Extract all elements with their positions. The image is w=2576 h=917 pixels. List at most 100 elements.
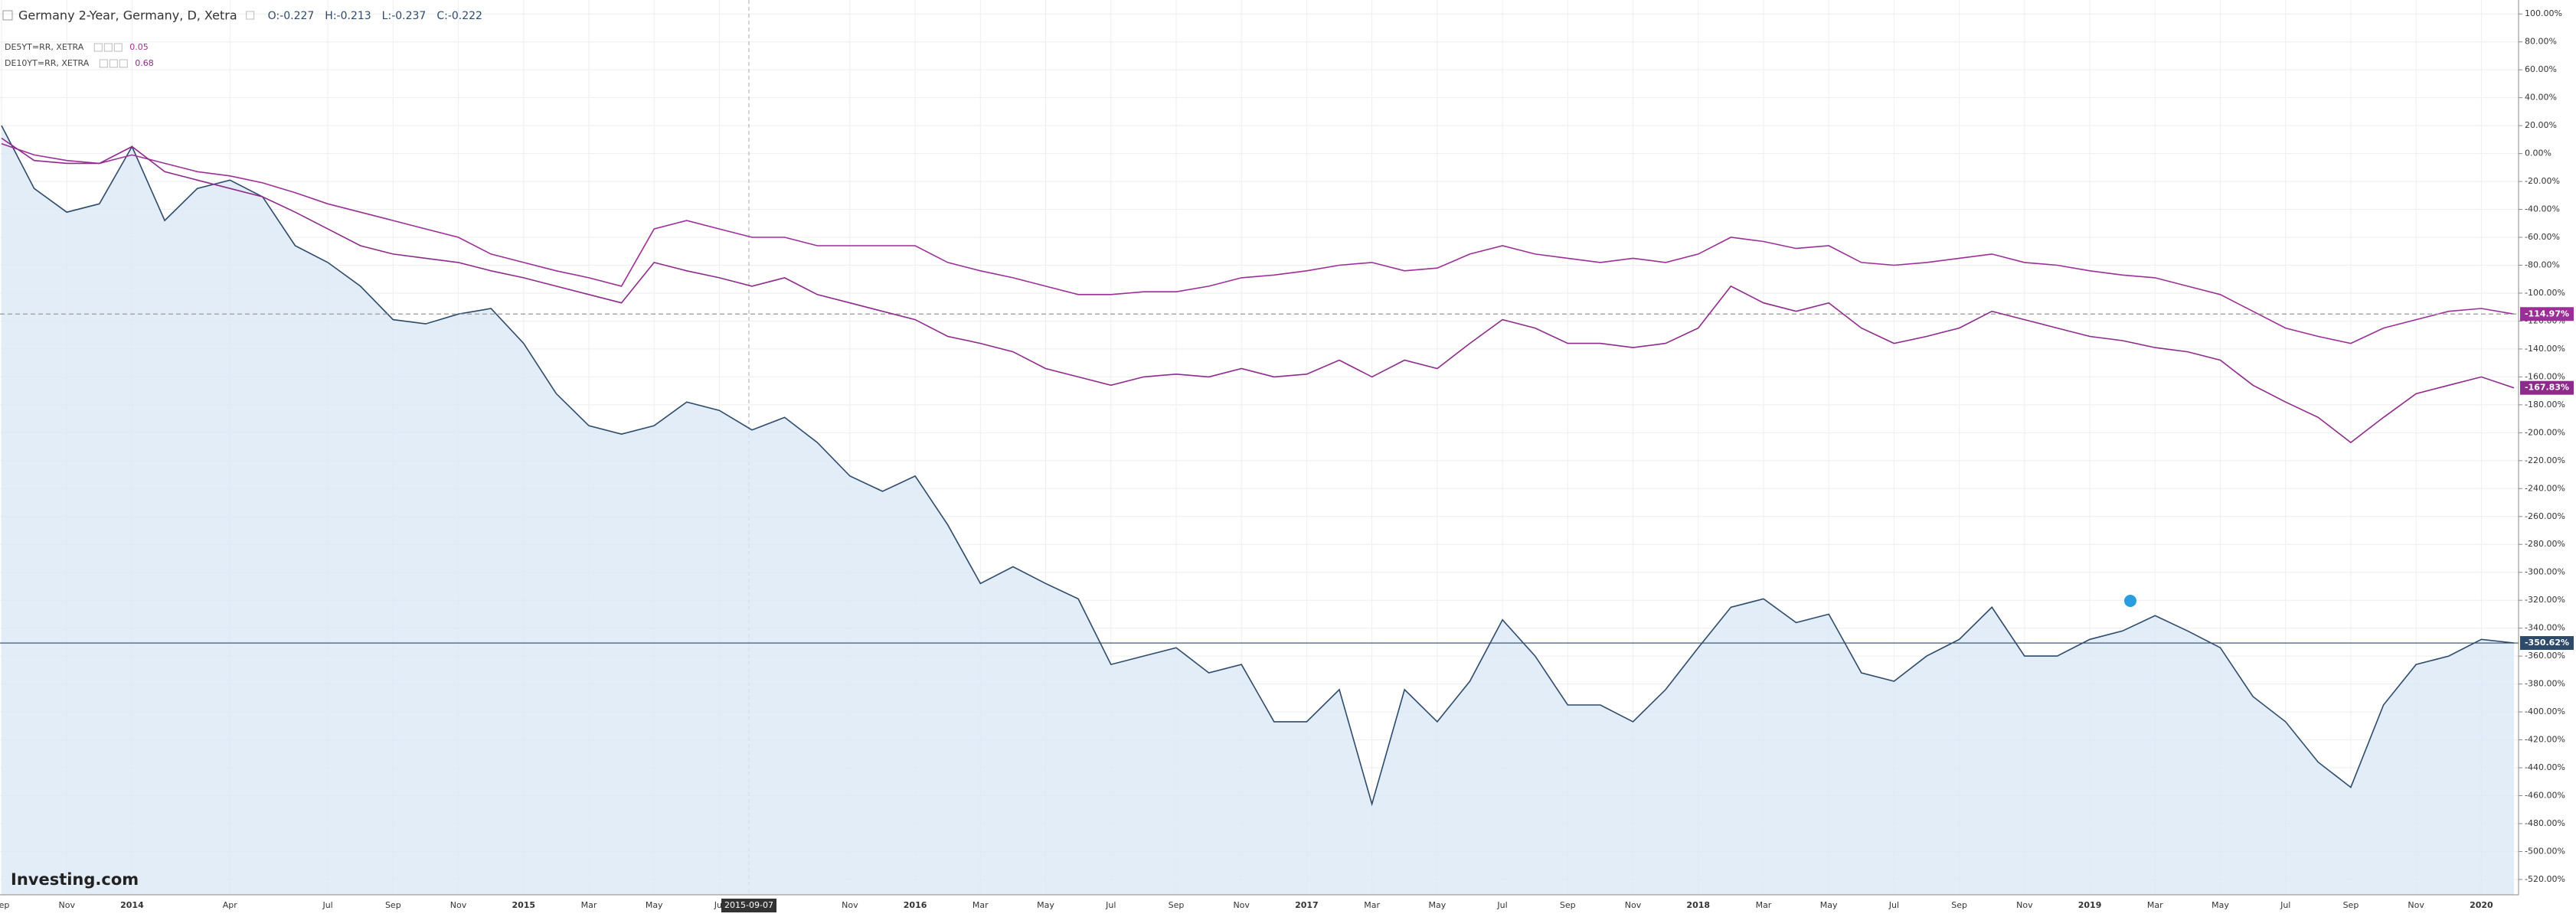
x-tick-label: Nov [2016, 900, 2033, 910]
series-line [1, 143, 2515, 344]
x-tick-label: May [646, 900, 663, 910]
legend-icon[interactable] [99, 59, 108, 68]
last-value-tag [2520, 380, 2574, 395]
x-tick-label: 2017 [1295, 900, 1319, 910]
y-tick-label: 60.00% [2525, 64, 2557, 74]
watermark: Investing.com [11, 870, 139, 889]
y-tick-label: -60.00% [2525, 232, 2560, 242]
x-tick-label: Jul [1496, 900, 1507, 910]
x-tick-label: Sep [1951, 900, 1967, 910]
x-tick-label: Jul [322, 900, 332, 910]
legend-name: DE10YT=RR, XETRA [5, 58, 90, 68]
x-tick-label: Mar [1364, 900, 1380, 910]
series-line [1, 125, 2515, 807]
y-tick-label: -300.00% [2525, 567, 2565, 577]
x-tick-label: 2016 [904, 900, 927, 910]
x-tick-label: Mar [973, 900, 989, 910]
x-tick-label: May [1037, 900, 1054, 910]
x-tick-label: Nov [58, 900, 75, 910]
x-tick-label: Nov [842, 900, 858, 910]
chart-title: Germany 2-Year, Germany, D, Xetra [18, 8, 237, 23]
y-tick-label: -220.00% [2525, 455, 2565, 465]
y-tick-label: 20.00% [2525, 120, 2557, 130]
x-tick-label: 2019 [2078, 900, 2102, 910]
x-tick-label: Apr [223, 900, 238, 910]
y-tick-label: -20.00% [2525, 176, 2560, 186]
y-tick-label: -200.00% [2525, 427, 2565, 437]
x-tick-label: Sep [1560, 900, 1576, 910]
x-tick-label: 2020 [2470, 900, 2493, 910]
legend-value: 0.05 [129, 42, 149, 52]
last-value-label: -167.83% [2525, 383, 2569, 393]
x-tick-label: Nov [1233, 900, 1250, 910]
y-tick-label: -500.00% [2525, 846, 2565, 856]
y-tick-label: -320.00% [2525, 595, 2565, 605]
event-marker[interactable] [2124, 595, 2136, 607]
y-tick-label: 40.00% [2525, 93, 2557, 103]
series-line [1, 137, 2515, 444]
y-tick-label: -280.00% [2525, 539, 2565, 549]
y-tick-label: 100.00% [2525, 8, 2562, 18]
x-tick-label: Jul [1105, 900, 1116, 910]
y-tick-label: -480.00% [2525, 818, 2565, 828]
y-tick-label: -160.00% [2525, 371, 2565, 381]
legend-value: 0.68 [135, 58, 154, 68]
x-tick-label: Sep [2343, 900, 2359, 910]
legend-icon[interactable] [109, 59, 118, 68]
legend-icon[interactable] [103, 43, 113, 52]
x-tick-label: Nov [1625, 900, 1642, 910]
y-tick-label: -520.00% [2525, 874, 2565, 884]
plot-area [0, 125, 2519, 896]
last-value-tag [2520, 636, 2574, 651]
ohlc-value: L:-0.237 [382, 10, 427, 22]
y-tick-label: -420.00% [2525, 735, 2565, 745]
last-value-label: -350.62% [2525, 638, 2569, 648]
ohlc-value: H:-0.213 [325, 10, 371, 22]
x-tick-label: Nov [450, 900, 467, 910]
ohlc-value: O:-0.227 [268, 10, 315, 22]
x-tick-label: Jul [2280, 900, 2290, 910]
y-tick-label: -260.00% [2525, 511, 2565, 521]
header: Germany 2-Year, Germany, D, Xetra O:-0.2… [2, 8, 482, 68]
crosshair-label: 2015-09-07 [724, 900, 773, 910]
y-tick-label: -100.00% [2525, 288, 2565, 298]
y-tick-label: -180.00% [2525, 400, 2565, 410]
settings-icon[interactable] [246, 11, 255, 20]
y-tick-label: 80.00% [2525, 37, 2557, 47]
y-tick-label: -240.00% [2525, 483, 2565, 493]
y-tick-label: -380.00% [2525, 679, 2565, 689]
legend-name: DE5YT=RR, XETRA [5, 42, 84, 52]
x-tick-label: Mar [1756, 900, 1772, 910]
x-tick-label: Sep [0, 900, 9, 910]
y-tick-label: -140.00% [2525, 344, 2565, 354]
collapse-icon[interactable] [2, 10, 13, 21]
x-tick-label: Mar [2147, 900, 2163, 910]
y-tick-label: -460.00% [2525, 791, 2565, 801]
legend-icon[interactable] [93, 43, 103, 52]
axes: 100.00% 80.00% 60.00% 40.00% 20.00% 0.00% -20.… [0, 8, 2574, 912]
legend-icon[interactable] [119, 59, 128, 68]
x-tick-label: 2014 [120, 900, 144, 910]
x-tick-label: May [1428, 900, 1446, 910]
y-tick-label: -80.00% [2525, 260, 2560, 270]
x-tick-label: Mar [581, 900, 597, 910]
last-value-label: -114.97% [2525, 308, 2569, 318]
x-tick-label: Sep [1169, 900, 1185, 910]
area [2, 126, 2514, 896]
x-tick-label: Sep [385, 900, 401, 910]
legend-icon[interactable] [113, 43, 123, 52]
y-tick-label: -440.00% [2525, 762, 2565, 772]
x-tick-label: May [1820, 900, 1838, 910]
y-tick-label: 0.00% [2525, 148, 2551, 158]
y-tick-label: -340.00% [2525, 623, 2565, 633]
x-tick-label: Jul [1888, 900, 1899, 910]
x-tick-label: May [2212, 900, 2229, 910]
ohlc-value: C:-0.222 [436, 10, 482, 22]
last-value-tag [2520, 307, 2574, 321]
crosshair-label-bg [721, 899, 776, 912]
y-tick-label: -40.00% [2525, 204, 2560, 214]
x-tick-label: Nov [2408, 900, 2424, 910]
x-tick-label: 2018 [1686, 900, 1710, 910]
x-tick-label: 2015 [512, 900, 535, 910]
